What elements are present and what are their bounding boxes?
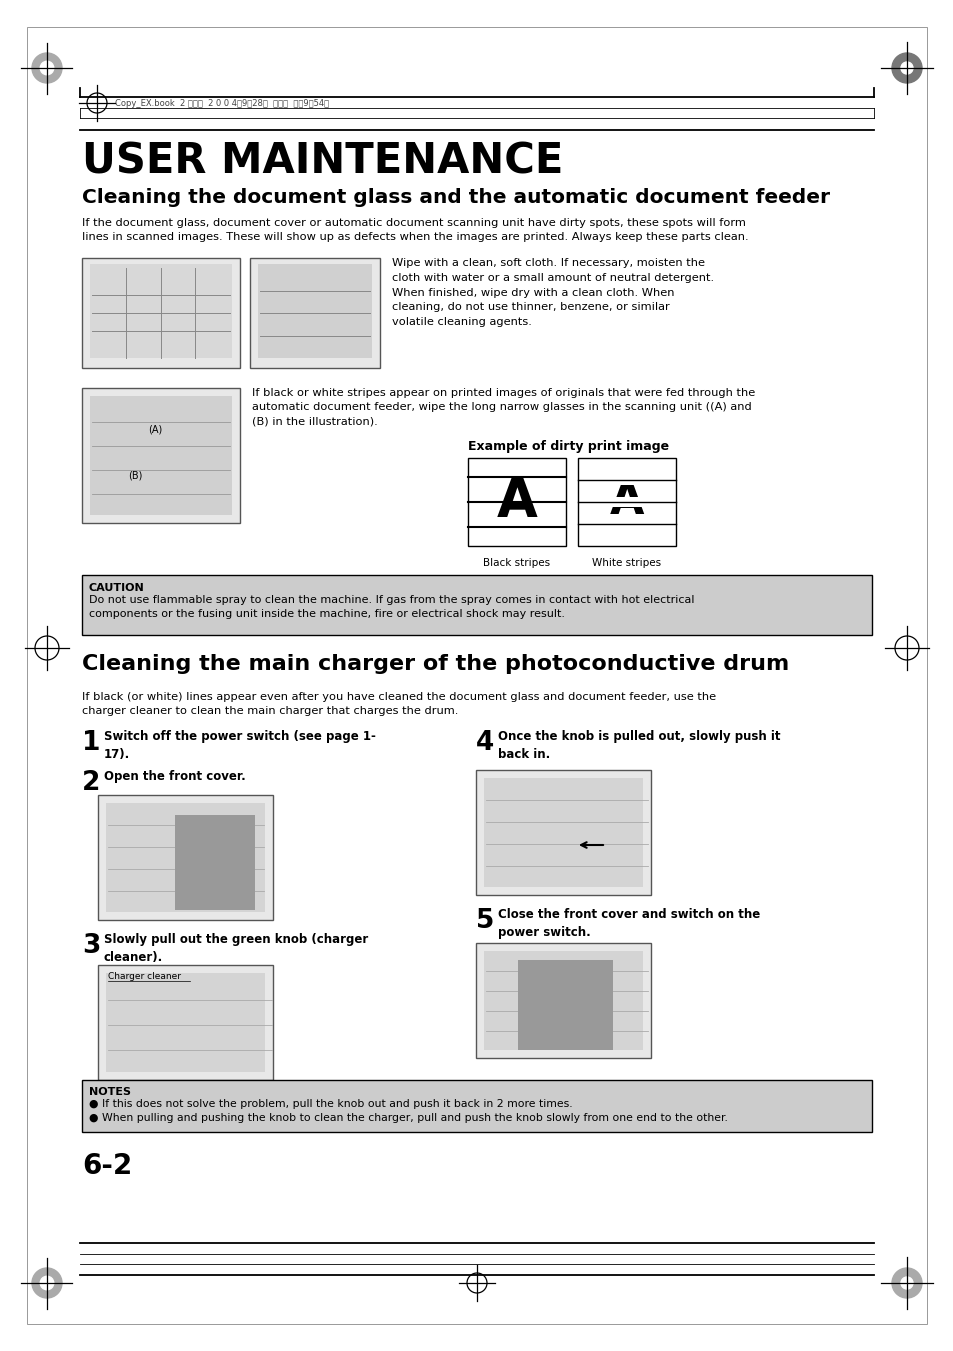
Text: CAUTION: CAUTION (89, 584, 145, 593)
Text: Close the front cover and switch on the
power switch.: Close the front cover and switch on the … (497, 908, 760, 939)
Text: NOTES: NOTES (89, 1088, 131, 1097)
Bar (517, 961, 613, 1050)
Bar (82, 1079, 871, 1132)
Text: Do not use flammable spray to clean the machine. If gas from the spray comes in : Do not use flammable spray to clean the … (89, 594, 694, 619)
Bar (476, 943, 650, 1058)
Text: A: A (609, 481, 643, 523)
Text: Open the front cover.: Open the front cover. (104, 770, 246, 784)
Text: Cleaning the main charger of the photoconductive drum: Cleaning the main charger of the photoco… (82, 654, 788, 674)
Text: Black stripes: Black stripes (483, 558, 550, 567)
Circle shape (40, 61, 53, 74)
Bar (468, 458, 565, 546)
Text: If black (or white) lines appear even after you have cleaned the document glass : If black (or white) lines appear even af… (82, 692, 716, 716)
Bar (106, 973, 265, 1071)
Text: Cleaning the document glass and the automatic document feeder: Cleaning the document glass and the auto… (82, 188, 829, 207)
Text: 3: 3 (82, 934, 100, 959)
Text: Charger cleaner: Charger cleaner (108, 971, 181, 981)
Text: 6-2: 6-2 (82, 1152, 132, 1179)
Text: Once the knob is pulled out, slowly push it
back in.: Once the knob is pulled out, slowly push… (497, 730, 780, 761)
Text: USER MAINTENANCE: USER MAINTENANCE (82, 141, 563, 182)
Circle shape (40, 1277, 53, 1290)
Bar (98, 794, 273, 920)
Bar (579, 497, 673, 507)
Text: Example of dirty print image: Example of dirty print image (468, 440, 668, 453)
Circle shape (900, 62, 912, 74)
Circle shape (32, 53, 62, 82)
Bar (90, 396, 232, 515)
Text: White stripes: White stripes (592, 558, 660, 567)
Text: If black or white stripes appear on printed images of originals that were fed th: If black or white stripes appear on prin… (252, 388, 755, 427)
Text: (B): (B) (128, 471, 142, 481)
Text: Wipe with a clean, soft cloth. If necessary, moisten the
cloth with water or a s: Wipe with a clean, soft cloth. If necess… (392, 258, 714, 327)
Bar (257, 263, 372, 358)
Bar (483, 778, 642, 888)
Circle shape (900, 1277, 912, 1289)
Bar (578, 458, 676, 546)
Bar (82, 576, 871, 635)
Bar (476, 770, 650, 894)
Text: 1: 1 (82, 730, 100, 757)
Text: Copy_EX.book  2 ページ  2 0 0 4年9月28日  火曜日  午後9時54分: Copy_EX.book 2 ページ 2 0 0 4年9月28日 火曜日 午後9… (115, 99, 329, 108)
Text: If the document glass, document cover or automatic document scanning unit have d: If the document glass, document cover or… (82, 218, 748, 242)
Bar (90, 263, 232, 358)
Circle shape (32, 1269, 62, 1298)
Bar (82, 388, 240, 523)
Text: 2: 2 (82, 770, 100, 796)
Circle shape (891, 53, 921, 82)
Bar (579, 519, 673, 530)
Bar (579, 476, 673, 485)
Text: ● When pulling and pushing the knob to clean the charger, pull and push the knob: ● When pulling and pushing the knob to c… (89, 1113, 727, 1123)
Bar (82, 258, 240, 367)
Text: 4: 4 (476, 730, 494, 757)
Text: ● If this does not solve the problem, pull the knob out and push it back in 2 mo: ● If this does not solve the problem, pu… (89, 1098, 572, 1109)
Text: A: A (497, 476, 537, 528)
Text: (A): (A) (148, 426, 162, 435)
Text: 5: 5 (476, 908, 494, 934)
Text: Switch off the power switch (see page 1-
17).: Switch off the power switch (see page 1-… (104, 730, 375, 761)
Bar (483, 951, 642, 1050)
Text: Slowly pull out the green knob (charger
cleaner).: Slowly pull out the green knob (charger … (104, 934, 368, 965)
Bar (174, 815, 254, 911)
Bar (250, 258, 379, 367)
Bar (98, 965, 273, 1079)
Bar (106, 802, 265, 912)
Circle shape (891, 1269, 921, 1298)
